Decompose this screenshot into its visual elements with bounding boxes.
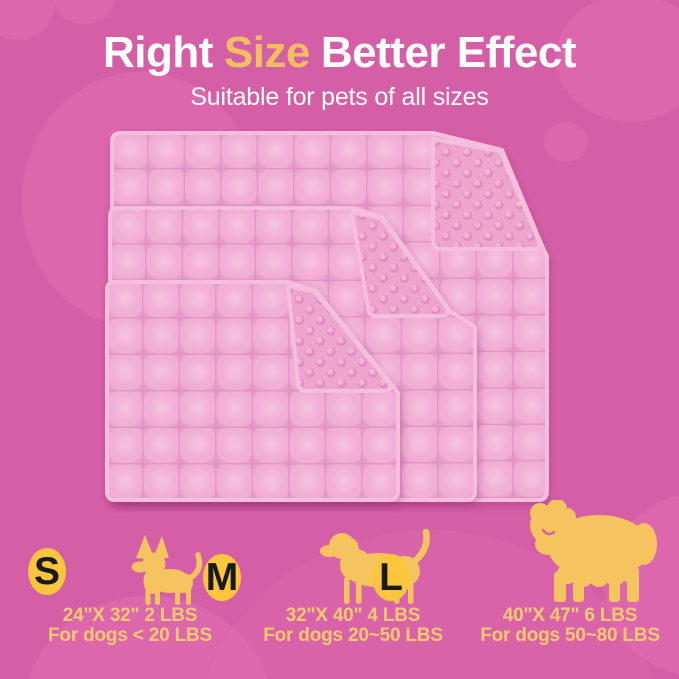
size-badge-m: M — [203, 554, 241, 601]
title-word: Right — [102, 28, 213, 77]
chihuahua-dog-icon — [131, 535, 203, 605]
blanket-small-folded-corner — [286, 284, 393, 393]
size-dimensions: 40"X 47" 6 LBS — [502, 605, 638, 626]
size-fit: For dogs < 20 LBS — [48, 624, 212, 646]
size-letter: L — [379, 556, 403, 599]
size-caption-s: 24"X 32" 2 LBS For dogs < 20 LBS — [15, 606, 245, 645]
size-fit: For dogs 20~50 LBS — [263, 624, 443, 646]
size-dimensions: 32"X 40" 4 LBS — [285, 605, 421, 626]
blanket-medium-folded-corner — [350, 210, 450, 318]
title-rest: Better Effect — [320, 28, 577, 77]
size-caption-m: 32"X 40" 4 LBS For dogs 20~50 LBS — [238, 606, 468, 645]
size-caption-l: 40"X 47" 6 LBS For dogs 50~80 LBS — [455, 606, 679, 645]
blanket-small — [105, 280, 400, 502]
size-dimensions: 24"X 32" 2 LBS — [62, 605, 198, 626]
sheepdog-dog-icon — [530, 500, 657, 602]
title-accent-word: Size — [223, 28, 311, 77]
size-fit: For dogs 50~80 LBS — [480, 624, 660, 646]
page-title: Right Size Better Effect — [0, 28, 679, 77]
blanket-large-folded-corner — [431, 137, 542, 251]
header: Right Size Better Effect Suitable for pe… — [0, 0, 679, 112]
subtitle: Suitable for pets of all sizes — [190, 83, 489, 112]
size-badge-l: L — [372, 554, 410, 601]
size-badge-s: S — [28, 548, 66, 595]
size-letter: M — [205, 556, 239, 599]
size-letter: S — [33, 550, 60, 593]
